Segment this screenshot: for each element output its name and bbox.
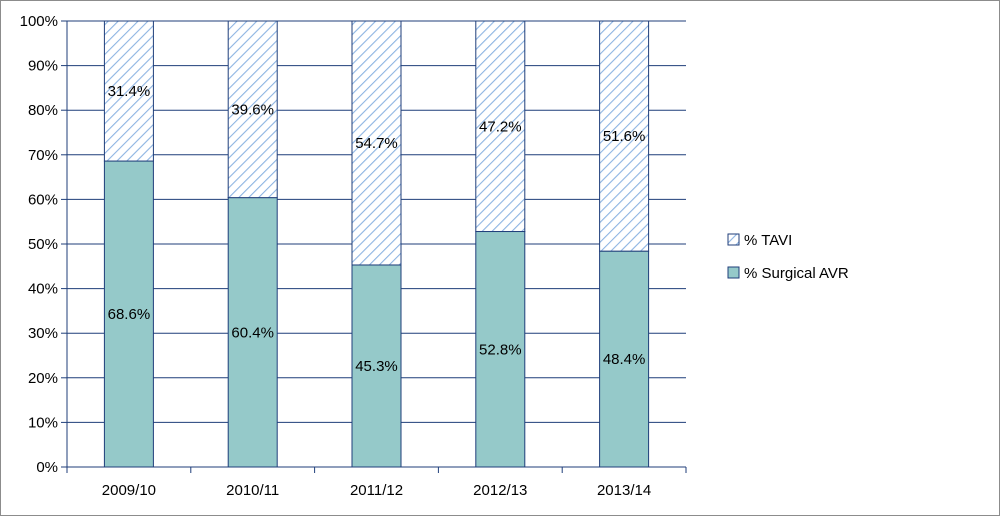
y-tick-label: 90% (28, 58, 58, 75)
data-label-tavi: 39.6% (231, 101, 274, 118)
data-label-surgical-avr: 52.8% (479, 341, 522, 358)
bar-tavi (227, 20, 278, 199)
bar-surgical-avr (227, 197, 278, 468)
bar-tavi (599, 20, 650, 252)
legend-label-surgical-avr: % Surgical AVR (744, 265, 849, 282)
x-tick-label: 2011/12 (350, 482, 403, 499)
data-label-surgical-avr: 68.6% (108, 306, 151, 323)
x-tick-label: 2010/11 (226, 482, 279, 499)
y-tick-label: 20% (28, 370, 58, 387)
x-tick-label: 2013/14 (597, 482, 651, 499)
bar-tavi (351, 20, 402, 266)
data-label-surgical-avr: 48.4% (603, 351, 646, 368)
data-label-surgical-avr: 60.4% (231, 324, 274, 341)
bar-surgical-avr (475, 231, 526, 468)
axes: 0% 10% 20% 30% 40% 50% 60% 70% 80% 90% 100% 2009/10… (20, 13, 687, 499)
legend-swatch-surgical-avr (727, 266, 740, 279)
y-tick-label: 70% (28, 147, 58, 164)
legend-swatch-tavi (727, 233, 740, 246)
y-tick-label: 60% (28, 191, 58, 208)
y-tick-label: 80% (28, 102, 58, 119)
x-tick-label: 2012/13 (473, 482, 527, 499)
data-label-tavi: 31.4% (108, 83, 151, 100)
x-tick-label: 2009/10 (102, 482, 156, 499)
bar-surgical-avr (351, 264, 402, 468)
bar-surgical-avr (599, 250, 650, 468)
data-labels: 68.6% 31.4% 60.4% 39.6% 45.3% 54.7% 52.8% 47.2%… (108, 83, 646, 375)
data-label-surgical-avr: 45.3% (355, 358, 398, 375)
bar-tavi (475, 20, 526, 233)
y-tick-label: 0% (36, 459, 58, 476)
y-tick-label: 100% (20, 13, 58, 30)
bar-surgical-avr (103, 160, 154, 468)
legend-label-tavi: % TAVI (744, 232, 792, 249)
y-tick-label: 10% (28, 414, 58, 431)
bar-tavi (103, 20, 154, 162)
data-label-tavi: 47.2% (479, 118, 522, 135)
y-tick-label: 40% (28, 281, 58, 298)
y-tick-label: 30% (28, 325, 58, 342)
data-label-tavi: 54.7% (355, 135, 398, 152)
bars (103, 20, 650, 468)
y-tick-label: 50% (28, 236, 58, 253)
legend: % TAVI % Surgical AVR (727, 232, 849, 282)
data-label-tavi: 51.6% (603, 128, 646, 145)
